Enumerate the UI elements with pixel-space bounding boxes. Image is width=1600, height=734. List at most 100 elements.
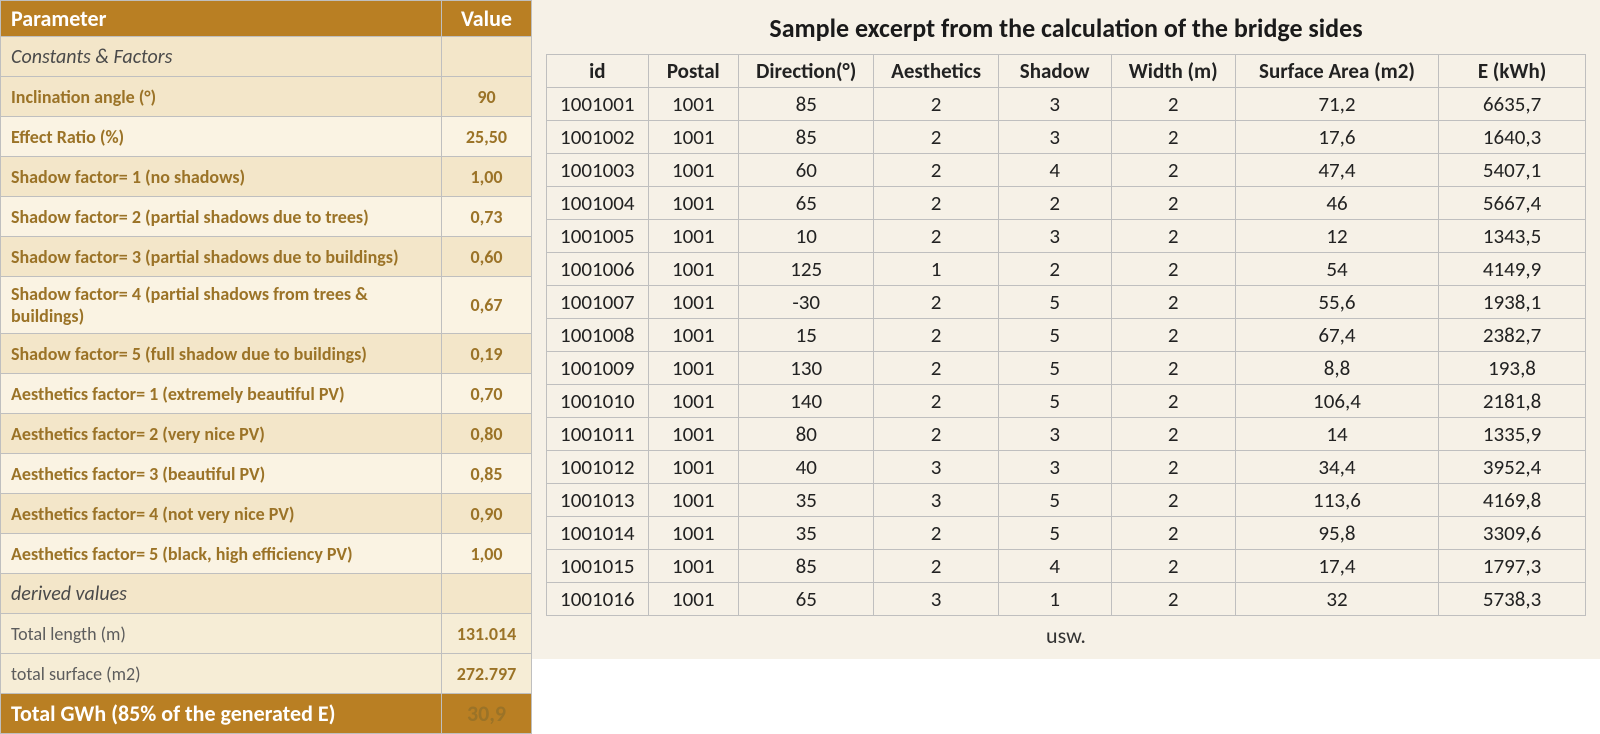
sample-cell: 2 bbox=[998, 253, 1111, 286]
param-row: Aesthetics factor= 5 (black, high effici… bbox=[1, 534, 532, 574]
sample-row: 1001011100180232141335,9 bbox=[547, 418, 1586, 451]
sample-title: Sample excerpt from the calculation of t… bbox=[546, 12, 1586, 44]
sample-row: 100100210018523217,61640,3 bbox=[547, 121, 1586, 154]
sample-cell: 2 bbox=[874, 88, 998, 121]
param-value: 1,00 bbox=[442, 157, 532, 197]
sample-cell: 1001 bbox=[648, 484, 738, 517]
param-label: Effect Ratio (%) bbox=[1, 117, 442, 157]
sample-cell: 1001 bbox=[648, 187, 738, 220]
param-row: Effect Ratio (%)25,50 bbox=[1, 117, 532, 157]
sample-cell: 2 bbox=[998, 187, 1111, 220]
sample-cell: 3 bbox=[874, 583, 998, 616]
sample-cell: 1 bbox=[998, 583, 1111, 616]
param-label: Inclination angle (°) bbox=[1, 77, 442, 117]
sample-row: 100100810011525267,42382,7 bbox=[547, 319, 1586, 352]
param-row: total surface (m2)272.797 bbox=[1, 654, 532, 694]
sample-cell: 106,4 bbox=[1235, 385, 1438, 418]
sample-cell: 3 bbox=[874, 484, 998, 517]
sample-cell: 2 bbox=[874, 319, 998, 352]
sample-col-header: Surface Area (m2) bbox=[1235, 55, 1438, 88]
param-value: 0,80 bbox=[442, 414, 532, 454]
section-label: derived values bbox=[1, 574, 442, 614]
param-row: Shadow factor= 1 (no shadows)1,00 bbox=[1, 157, 532, 197]
sample-cell: 4 bbox=[998, 154, 1111, 187]
sample-cell: 2 bbox=[1111, 484, 1235, 517]
param-row: Aesthetics factor= 3 (beautiful PV)0,85 bbox=[1, 454, 532, 494]
sample-cell: 3 bbox=[998, 418, 1111, 451]
sample-cell: 2 bbox=[1111, 253, 1235, 286]
section-row: Constants & Factors bbox=[1, 37, 532, 77]
sample-col-header: Postal bbox=[648, 55, 738, 88]
param-row: Shadow factor= 5 (full shadow due to bui… bbox=[1, 334, 532, 374]
param-label: Aesthetics factor= 3 (beautiful PV) bbox=[1, 454, 442, 494]
param-label: Aesthetics factor= 5 (black, high effici… bbox=[1, 534, 442, 574]
sample-cell: 1001007 bbox=[547, 286, 649, 319]
sample-table: idPostalDirection(°)AestheticsShadowWidt… bbox=[546, 54, 1586, 616]
sample-cell: 2 bbox=[874, 154, 998, 187]
sample-cell: 1001 bbox=[648, 253, 738, 286]
sample-row: 10010101001140252106,42181,8 bbox=[547, 385, 1586, 418]
param-label: Total GWh (85% of the generated E) bbox=[1, 694, 442, 734]
sample-cell: 5 bbox=[998, 352, 1111, 385]
sample-cell: 1335,9 bbox=[1439, 418, 1586, 451]
sample-cell: 125 bbox=[738, 253, 874, 286]
sample-cell: 35 bbox=[738, 517, 874, 550]
sample-cell: 4169,8 bbox=[1439, 484, 1586, 517]
sample-cell: 2 bbox=[874, 550, 998, 583]
param-value: 1,00 bbox=[442, 534, 532, 574]
sample-cell: 5 bbox=[998, 517, 1111, 550]
sample-row: 1001016100165312325738,3 bbox=[547, 583, 1586, 616]
sample-cell: 2 bbox=[1111, 121, 1235, 154]
sample-cell: 2 bbox=[1111, 550, 1235, 583]
sample-cell: 2 bbox=[1111, 418, 1235, 451]
param-row: Total length (m)131.014 bbox=[1, 614, 532, 654]
sample-cell: 1001016 bbox=[547, 583, 649, 616]
sample-cell: 1001 bbox=[648, 88, 738, 121]
param-value: 131.014 bbox=[442, 614, 532, 654]
param-row: Shadow factor= 4 (partial shadows from t… bbox=[1, 277, 532, 334]
sample-cell: 1001 bbox=[648, 121, 738, 154]
sample-cell: 1640,3 bbox=[1439, 121, 1586, 154]
sample-row: 1001013100135352113,64169,8 bbox=[547, 484, 1586, 517]
param-value bbox=[442, 37, 532, 77]
sample-cell: 2 bbox=[874, 418, 998, 451]
sample-row: 1001005100110232121343,5 bbox=[547, 220, 1586, 253]
sample-cell: 1001005 bbox=[547, 220, 649, 253]
param-label: Shadow factor= 1 (no shadows) bbox=[1, 157, 442, 197]
sample-cell: 6635,7 bbox=[1439, 88, 1586, 121]
sample-row: 10010061001125122544149,9 bbox=[547, 253, 1586, 286]
parameter-table: Parameter Value Constants & FactorsIncli… bbox=[0, 0, 532, 734]
sample-row: 100100310016024247,45407,1 bbox=[547, 154, 1586, 187]
sample-cell: 85 bbox=[738, 550, 874, 583]
param-value bbox=[442, 574, 532, 614]
sample-row: 100100110018523271,26635,7 bbox=[547, 88, 1586, 121]
sample-col-header: Aesthetics bbox=[874, 55, 998, 88]
sample-cell: 2 bbox=[1111, 187, 1235, 220]
sample-header-row: idPostalDirection(°)AestheticsShadowWidt… bbox=[547, 55, 1586, 88]
sample-cell: 2 bbox=[874, 286, 998, 319]
param-label: Shadow factor= 4 (partial shadows from t… bbox=[1, 277, 442, 334]
param-label: Aesthetics factor= 2 (very nice PV) bbox=[1, 414, 442, 454]
sample-cell: 54 bbox=[1235, 253, 1438, 286]
sample-col-header: Direction(°) bbox=[738, 55, 874, 88]
sample-row: 100100910011302528,8193,8 bbox=[547, 352, 1586, 385]
sample-cell: -30 bbox=[738, 286, 874, 319]
param-value: 0,70 bbox=[442, 374, 532, 414]
sample-cell: 34,4 bbox=[1235, 451, 1438, 484]
sample-cell: 1001002 bbox=[547, 121, 649, 154]
param-value: 0,73 bbox=[442, 197, 532, 237]
param-row: Total GWh (85% of the generated E)30,9 bbox=[1, 694, 532, 734]
sample-cell: 1001 bbox=[648, 220, 738, 253]
sample-cell: 46 bbox=[1235, 187, 1438, 220]
sample-cell: 5 bbox=[998, 319, 1111, 352]
sample-cell: 60 bbox=[738, 154, 874, 187]
sample-cell: 1001006 bbox=[547, 253, 649, 286]
sample-cell: 1001 bbox=[648, 286, 738, 319]
param-row: Shadow factor= 3 (partial shadows due to… bbox=[1, 237, 532, 277]
sample-cell: 3 bbox=[998, 88, 1111, 121]
param-value: 272.797 bbox=[442, 654, 532, 694]
sample-cell: 5738,3 bbox=[1439, 583, 1586, 616]
sample-cell: 1797,3 bbox=[1439, 550, 1586, 583]
param-value: 30,9 bbox=[442, 694, 532, 734]
sample-cell: 1001011 bbox=[547, 418, 649, 451]
